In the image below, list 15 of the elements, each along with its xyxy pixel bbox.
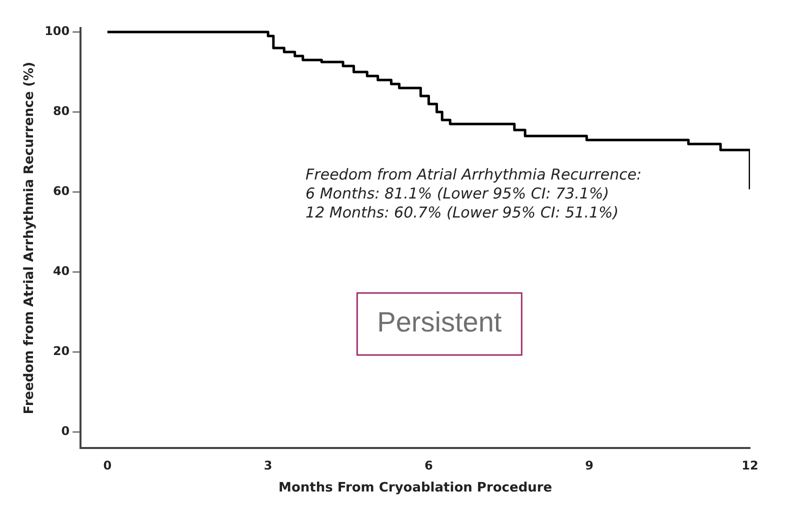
annotation: Persistent — [377, 306, 502, 338]
y-tick-label: 100 — [44, 24, 70, 38]
y-tick-label: 0 — [61, 424, 70, 438]
y-tick-label: 80 — [52, 104, 70, 118]
x-axis-title: Months From Cryoablation Procedure — [278, 480, 552, 496]
x-tick-label: 3 — [264, 458, 272, 472]
x-tick-label: 12 — [742, 458, 758, 472]
x-tick-label: 9 — [585, 458, 594, 472]
x-tick-label: 6 — [424, 458, 433, 472]
y-axis-title: Freedom from Atrial Arrhythmia Recurrence (%) — [22, 62, 38, 414]
x-tick-label: 0 — [103, 458, 112, 472]
annotation: Freedom from Atrial Arrhythmia Recurrence: 6 Months: 81.1% (Lower 95% CI: 73.1%) 12 Months: 60.7% (Lower 95% CI: 51.1%) — [306, 165, 642, 222]
y-tick-label: 60 — [52, 184, 70, 198]
y-tick-label: 40 — [52, 264, 70, 278]
y-tick-label: 20 — [52, 344, 70, 358]
